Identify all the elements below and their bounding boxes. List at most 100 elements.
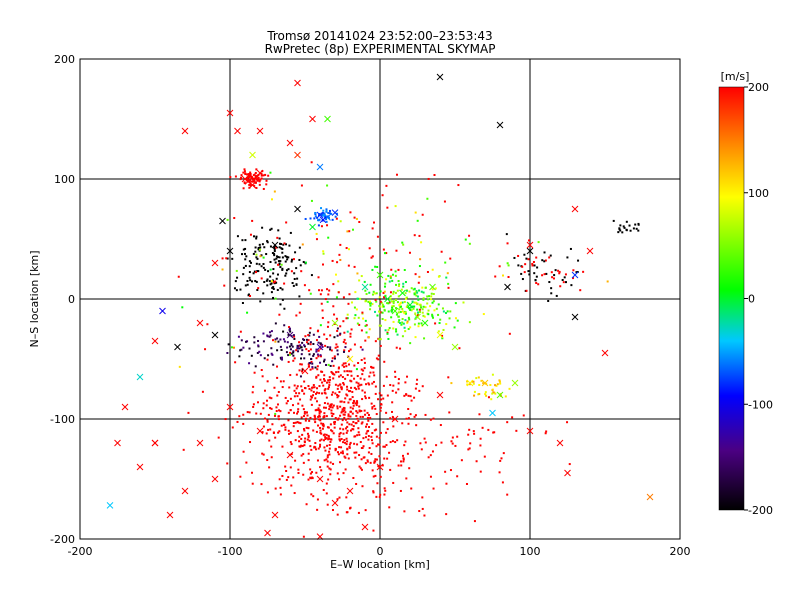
dot-marker-point xyxy=(458,347,461,350)
dot-marker-point xyxy=(298,392,301,395)
x-marker-point xyxy=(331,499,339,507)
dot-marker-point xyxy=(617,231,620,234)
dot-marker-point xyxy=(279,260,282,263)
dot-marker-point xyxy=(494,384,497,387)
dot-marker-point xyxy=(301,433,304,436)
dot-marker-point xyxy=(336,472,339,475)
dot-marker-point xyxy=(255,256,258,259)
dot-marker-point xyxy=(317,224,320,227)
dot-marker-point xyxy=(264,417,267,420)
dot-marker-point xyxy=(342,341,345,344)
dot-marker-point xyxy=(328,376,331,379)
dot-marker-point xyxy=(302,473,305,476)
dot-marker-point xyxy=(451,436,454,439)
dot-marker-point xyxy=(316,365,319,368)
dot-marker-point xyxy=(295,267,298,270)
dot-marker-point xyxy=(269,283,272,286)
dot-marker-point xyxy=(374,385,377,388)
dot-marker-point xyxy=(280,348,283,351)
dot-marker-point xyxy=(316,498,319,501)
y-tick-label: 100 xyxy=(54,173,75,186)
dot-marker-point xyxy=(296,395,299,398)
dot-marker-point xyxy=(334,383,337,386)
dot-marker-point xyxy=(385,444,388,447)
x-marker-point xyxy=(406,301,414,309)
dot-marker-point xyxy=(379,406,382,409)
dot-marker-point xyxy=(336,334,339,337)
dot-marker-point xyxy=(317,415,320,418)
dot-marker-point xyxy=(407,394,410,397)
dot-marker-point xyxy=(319,426,322,429)
dot-marker-point xyxy=(257,248,260,251)
x-marker-point xyxy=(271,511,279,519)
dot-marker-point xyxy=(325,482,328,485)
x-marker-point xyxy=(181,127,189,135)
dot-marker-point xyxy=(427,177,430,180)
dot-marker-point xyxy=(365,425,368,428)
dot-marker-point xyxy=(320,370,323,373)
dot-marker-point xyxy=(468,234,471,237)
dot-marker-point xyxy=(473,390,476,393)
dot-marker-point xyxy=(337,367,340,370)
dot-marker-point xyxy=(360,329,363,332)
dot-marker-point xyxy=(243,252,246,255)
dot-marker-point xyxy=(392,481,395,484)
dot-marker-point xyxy=(427,298,430,301)
dot-marker-point xyxy=(625,220,628,223)
dot-marker-point xyxy=(327,438,330,441)
dot-marker-point xyxy=(320,469,323,472)
dot-marker-point xyxy=(548,281,551,284)
dot-marker-point xyxy=(281,445,284,448)
dot-marker-point xyxy=(339,461,342,464)
x-marker-point xyxy=(309,115,316,123)
dot-marker-point xyxy=(413,415,416,418)
dot-marker-point xyxy=(348,363,351,366)
dot-marker-point xyxy=(406,452,409,455)
dot-marker-point xyxy=(269,334,272,337)
dot-marker-point xyxy=(388,301,391,304)
dot-marker-point xyxy=(248,362,251,365)
dot-marker-point xyxy=(315,348,318,351)
dot-marker-point xyxy=(342,362,345,365)
dot-marker-point xyxy=(314,417,317,420)
dot-marker-point xyxy=(332,305,335,308)
dot-marker-point xyxy=(269,228,272,231)
x-marker-point xyxy=(496,391,504,399)
dot-marker-point xyxy=(348,230,351,233)
dot-marker-point xyxy=(346,453,349,456)
dot-marker-point xyxy=(281,358,284,361)
dot-marker-point xyxy=(368,300,371,303)
dot-marker-point xyxy=(365,292,368,295)
dot-marker-point xyxy=(266,334,269,337)
dot-marker-point xyxy=(331,391,334,394)
dot-marker-point xyxy=(561,278,564,281)
dot-marker-point xyxy=(280,356,283,359)
dot-marker-point xyxy=(355,410,358,413)
dot-marker-point xyxy=(437,330,440,333)
dot-marker-point xyxy=(348,390,351,393)
dot-marker-point xyxy=(312,394,315,397)
dot-marker-point xyxy=(311,362,314,365)
dot-marker-point xyxy=(378,455,381,458)
dot-marker-point xyxy=(401,301,404,304)
dot-marker-point xyxy=(285,470,288,473)
dot-marker-point xyxy=(535,275,538,278)
dot-marker-point xyxy=(357,316,360,319)
dot-marker-point xyxy=(417,281,420,284)
dot-marker-point xyxy=(379,475,382,478)
dot-marker-point xyxy=(307,452,310,455)
dot-marker-point xyxy=(506,242,509,245)
dot-marker-point xyxy=(444,312,447,315)
dot-marker-point xyxy=(345,496,348,499)
dot-marker-point xyxy=(265,179,268,182)
dot-marker-point xyxy=(255,237,258,240)
dot-marker-point xyxy=(477,376,480,379)
dot-marker-point xyxy=(473,394,476,397)
dot-marker-point xyxy=(537,283,540,286)
dot-marker-point xyxy=(278,430,281,433)
dot-marker-point xyxy=(250,176,253,179)
dot-marker-point xyxy=(246,176,249,179)
dot-marker-point xyxy=(292,476,295,479)
dot-marker-point xyxy=(272,268,275,271)
dot-marker-point xyxy=(342,320,345,323)
